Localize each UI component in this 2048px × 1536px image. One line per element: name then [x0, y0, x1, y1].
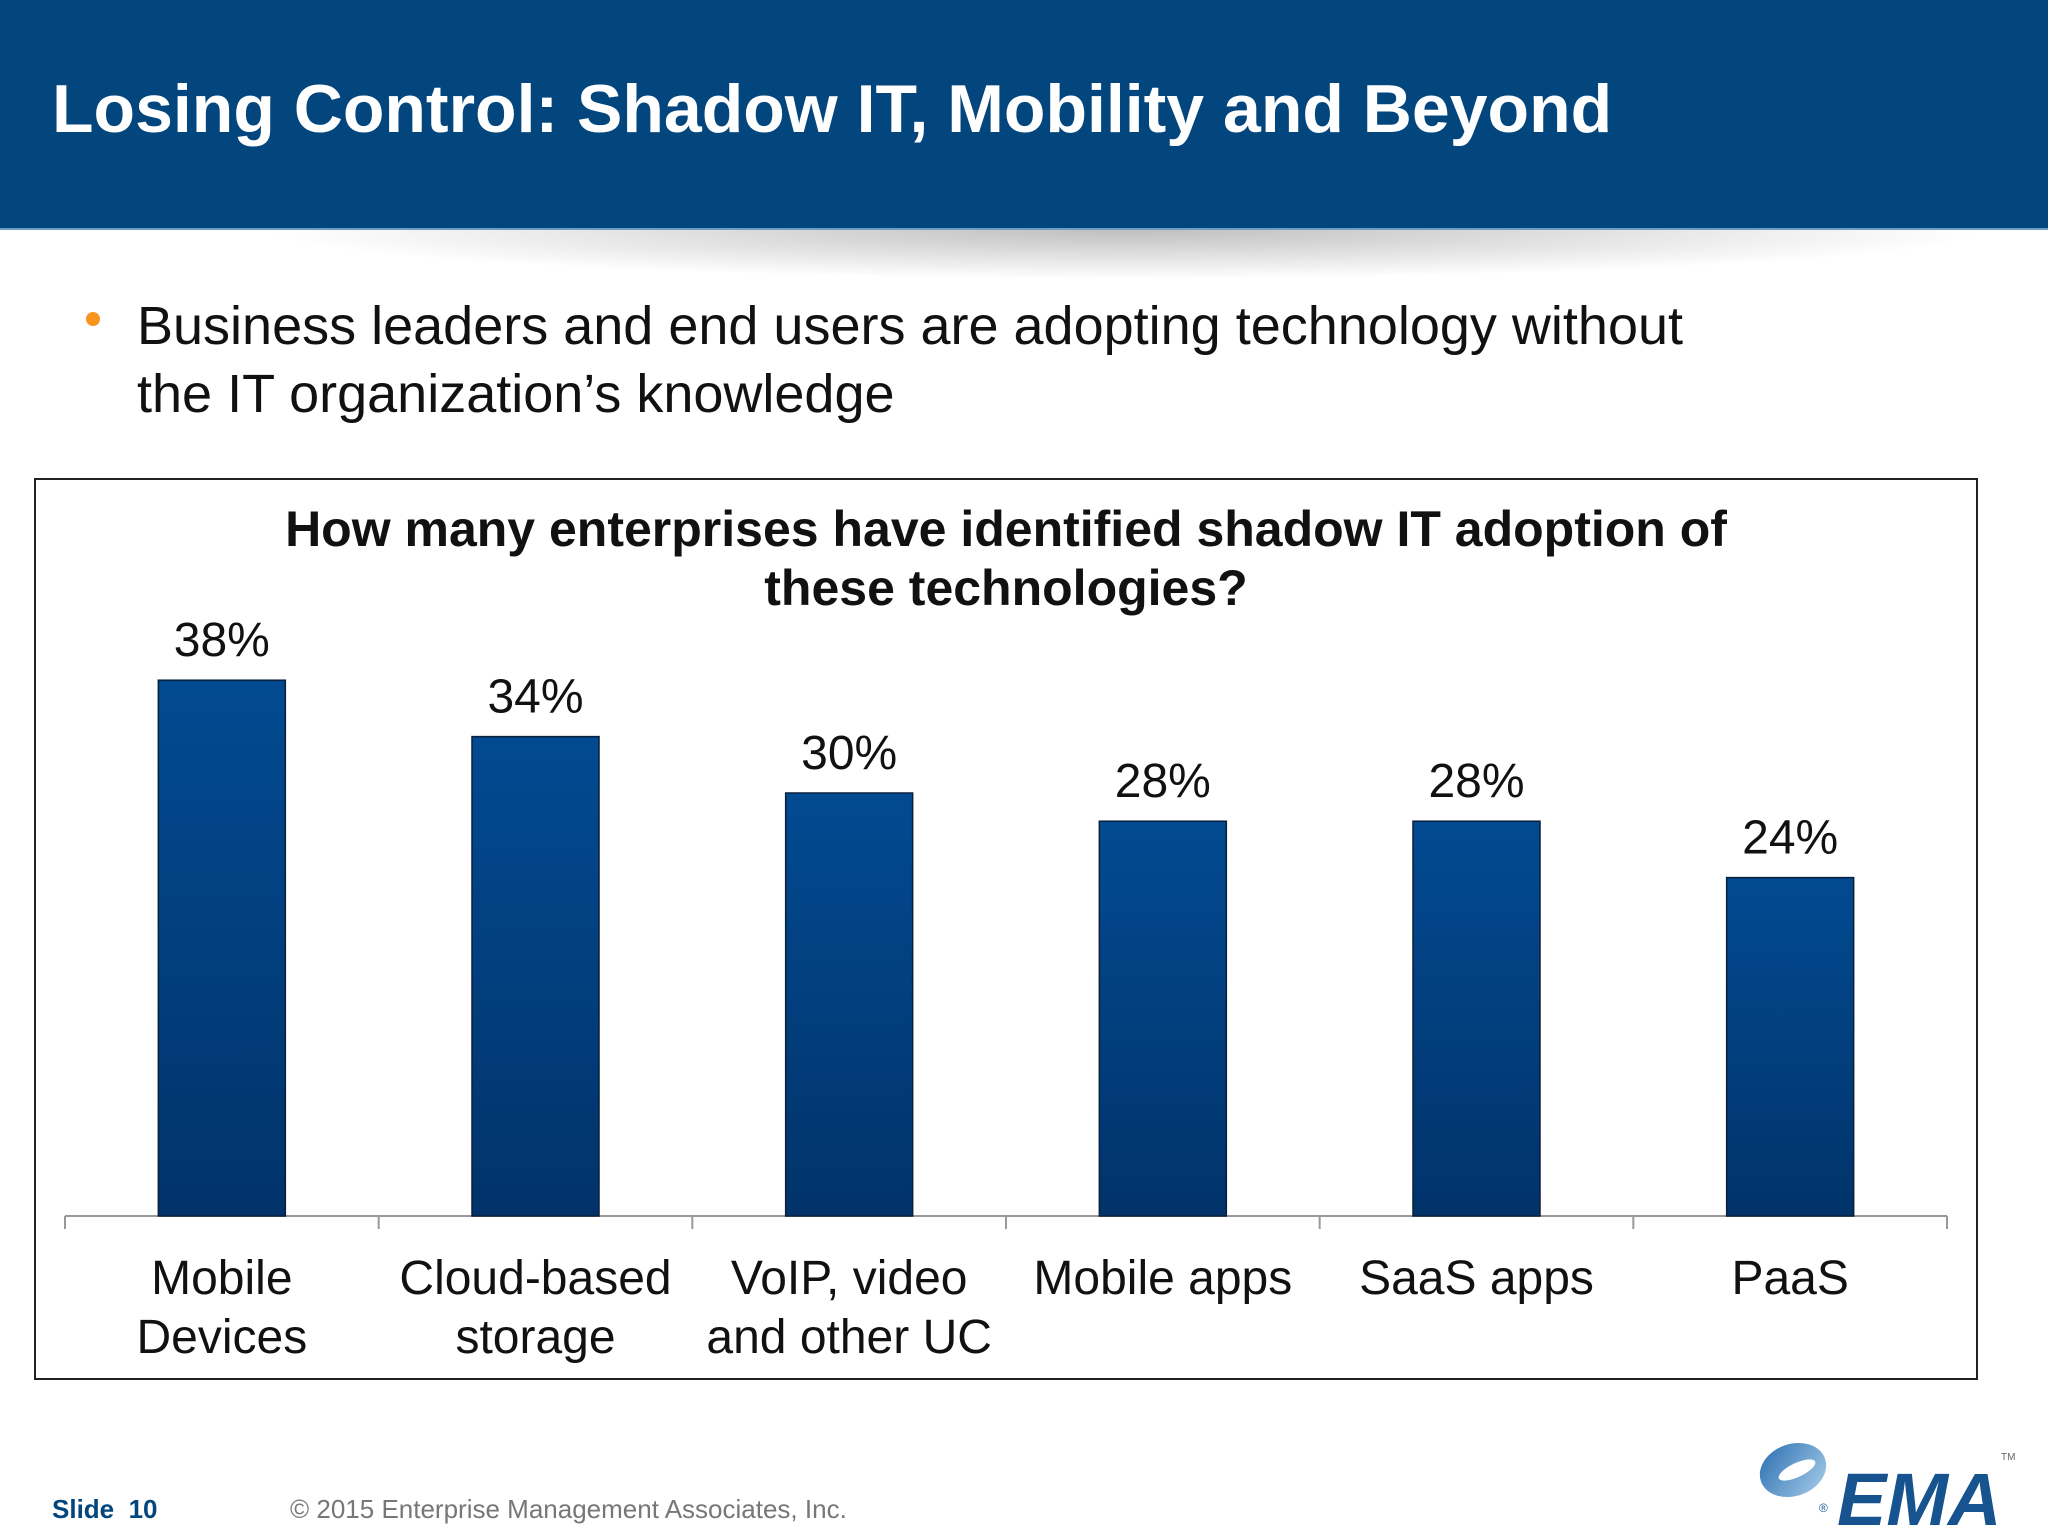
logo-registered: ® [1819, 1501, 1828, 1515]
category-label: Mobile [151, 1252, 292, 1305]
bar [471, 735, 600, 1217]
data-label: 28% [1115, 755, 1211, 808]
slide-number-value: 10 [128, 1494, 158, 1524]
chart-title-line: these technologies? [764, 560, 1248, 616]
bar [1725, 876, 1855, 1217]
bullet-text: Business leaders and end users are adopt… [137, 292, 1937, 428]
ema-logo: ® EMA TM [1759, 1442, 2015, 1530]
chart-title: How many enterprises have identified sha… [34, 500, 1978, 618]
slide-title: Losing Control: Shadow IT, Mobility and … [52, 71, 1613, 147]
data-label: 28% [1428, 755, 1524, 808]
copyright: © 2015 Enterprise Management Associates,… [290, 1494, 847, 1524]
category-label: storage [455, 1311, 615, 1364]
bar [157, 679, 287, 1217]
data-label: 34% [487, 671, 583, 724]
data-label: 30% [801, 727, 897, 780]
bar [1412, 820, 1541, 1217]
category-label: and other UC [706, 1311, 992, 1364]
bullet-line: the IT organization’s knowledge [137, 364, 895, 424]
bar [784, 792, 914, 1217]
bar [1098, 820, 1228, 1217]
slide-label: Slide [52, 1494, 115, 1524]
logo-tm: TM [2001, 1452, 2015, 1463]
bullet-icon [86, 312, 100, 326]
chart-title-line: How many enterprises have identified sha… [285, 501, 1727, 557]
logo-text: EMA [1837, 1458, 2001, 1530]
category-label: VoIP, video [731, 1252, 968, 1305]
slide-number: Slide 10 [52, 1494, 158, 1525]
header-shadow [0, 230, 2048, 300]
data-label: 38% [174, 614, 270, 667]
data-label: 24% [1742, 812, 1838, 865]
category-label: Cloud-based [399, 1252, 671, 1305]
chart-frame [34, 478, 1978, 1380]
bullet-line: Business leaders and end users are adopt… [137, 296, 1684, 356]
category-label: SaaS apps [1359, 1252, 1594, 1305]
category-label: PaaS [1731, 1252, 1848, 1305]
category-label: Devices [136, 1311, 307, 1364]
category-label: Mobile apps [1033, 1252, 1292, 1305]
title-bar: Losing Control: Shadow IT, Mobility and … [0, 0, 2048, 230]
